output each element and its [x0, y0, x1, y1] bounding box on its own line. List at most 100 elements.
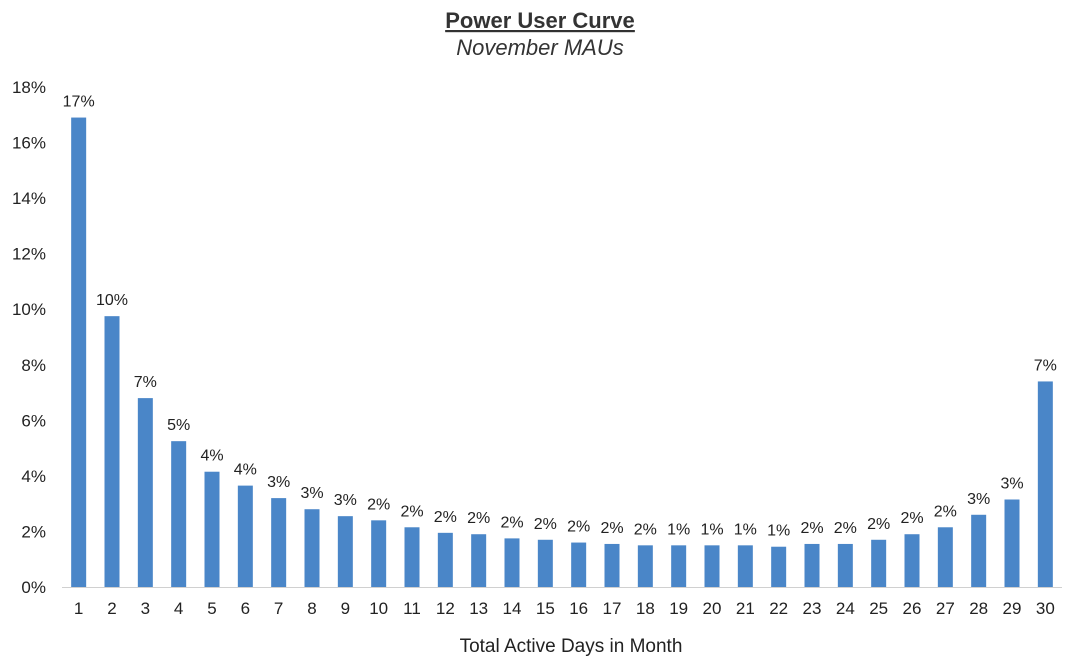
bar-data-label: 2% [634, 521, 657, 538]
bar [704, 545, 720, 587]
chart-title: Power User Curve [445, 8, 635, 33]
bar [571, 542, 587, 587]
y-tick-label: 18% [12, 78, 46, 97]
bar-data-label: 2% [434, 509, 457, 526]
x-tick-label: 1 [74, 599, 83, 618]
bar-data-label: 1% [700, 521, 723, 538]
x-tick-label: 16 [569, 599, 588, 618]
bar-data-label: 2% [400, 503, 423, 520]
bar-data-label: 2% [467, 510, 490, 527]
x-tick-label: 26 [903, 599, 922, 618]
bar-data-label: 10% [96, 292, 128, 309]
bar-data-label: 2% [600, 520, 623, 537]
bar [304, 509, 320, 587]
x-tick-label: 15 [536, 599, 555, 618]
bar-data-label: 2% [900, 510, 923, 527]
bar [1037, 381, 1053, 587]
y-tick-label: 4% [21, 467, 46, 486]
x-tick-label: 3 [141, 599, 150, 618]
x-tick-label: 18 [636, 599, 655, 618]
x-tick-label: 29 [1003, 599, 1022, 618]
bar [371, 520, 387, 587]
bar [671, 545, 687, 587]
bar [471, 534, 487, 587]
y-tick-label: 14% [12, 189, 46, 208]
bar-data-label: 17% [63, 94, 95, 111]
bar-data-label: 7% [1034, 357, 1057, 374]
bar [337, 516, 353, 587]
x-tick-label: 7 [274, 599, 283, 618]
bar [504, 538, 520, 587]
bar [971, 514, 987, 587]
bar [537, 539, 553, 587]
x-tick-label: 27 [936, 599, 955, 618]
x-tick-label: 21 [736, 599, 755, 618]
bar [171, 441, 187, 587]
y-tick-label: 8% [21, 356, 46, 375]
x-tick-label: 10 [369, 599, 388, 618]
bar-data-label: 5% [167, 417, 190, 434]
y-tick-label: 10% [12, 300, 46, 319]
bar-data-label: 3% [1000, 476, 1023, 493]
bar-data-label: 1% [767, 523, 790, 540]
bar [804, 543, 820, 587]
bar [404, 527, 420, 587]
y-tick-label: 16% [12, 134, 46, 153]
x-axis: 1 2 3 4 5 6 7 8 9 10 11 12 13 14 15 16 17 18 19 20 21 22 23 24 2… [74, 599, 1055, 618]
x-tick-label: 9 [341, 599, 350, 618]
x-tick-label: 2 [107, 599, 116, 618]
bar-data-label: 4% [234, 462, 257, 479]
x-tick-label: 20 [703, 599, 722, 618]
bar-data-label: 2% [367, 496, 390, 513]
x-tick-label: 19 [669, 599, 688, 618]
bar [604, 543, 620, 587]
bar-data-label: 2% [800, 520, 823, 537]
x-tick-label: 14 [503, 599, 522, 618]
bar [71, 117, 87, 588]
bar-data-label: 1% [667, 521, 690, 538]
bar-data-label: 2% [500, 514, 523, 531]
y-axis: 0% 2% 4% 6% 8% 10% 12% 14% 16% 18% [12, 78, 46, 597]
x-tick-label: 6 [241, 599, 250, 618]
bar [837, 543, 853, 587]
bar-data-label: 7% [134, 374, 157, 391]
x-tick-label: 13 [469, 599, 488, 618]
x-axis-title: Total Active Days in Month [460, 636, 683, 657]
data-labels-group: 17% 10% 7% 5% 4% 4% 3% 3% 3% 2% 2% 2% 2% 2% 2% 2% 2% 2% 1%… [63, 94, 1057, 540]
bar-data-label: 3% [334, 492, 357, 509]
x-tick-label: 12 [436, 599, 455, 618]
x-tick-label: 23 [803, 599, 822, 618]
x-tick-label: 8 [307, 599, 316, 618]
x-tick-label: 28 [969, 599, 988, 618]
y-tick-label: 6% [21, 411, 46, 430]
bar [237, 485, 253, 587]
y-tick-label: 0% [21, 578, 46, 597]
bar-data-label: 2% [867, 516, 890, 533]
bar [937, 527, 953, 587]
bar [637, 545, 653, 587]
x-tick-label: 11 [403, 599, 421, 618]
bar-data-label: 3% [967, 491, 990, 508]
bar [771, 546, 787, 587]
bar [1004, 499, 1020, 587]
bar [271, 498, 287, 587]
x-tick-label: 5 [207, 599, 216, 618]
bar-data-label: 2% [834, 520, 857, 537]
x-tick-label: 30 [1036, 599, 1055, 618]
x-tick-label: 22 [769, 599, 788, 618]
x-tick-label: 4 [174, 599, 183, 618]
y-tick-label: 12% [12, 245, 46, 264]
bar [437, 532, 453, 587]
bar [137, 398, 153, 587]
bar-data-label: 2% [534, 516, 557, 533]
bar-data-label: 4% [200, 448, 223, 465]
bars-group [71, 117, 1053, 588]
x-tick-label: 25 [869, 599, 888, 618]
bar-data-label: 3% [267, 474, 290, 491]
bar [871, 539, 887, 587]
chart-subtitle: November MAUs [456, 35, 623, 60]
bar-data-label: 2% [934, 503, 957, 520]
bar-data-label: 1% [734, 521, 757, 538]
bar-data-label: 2% [567, 519, 590, 536]
